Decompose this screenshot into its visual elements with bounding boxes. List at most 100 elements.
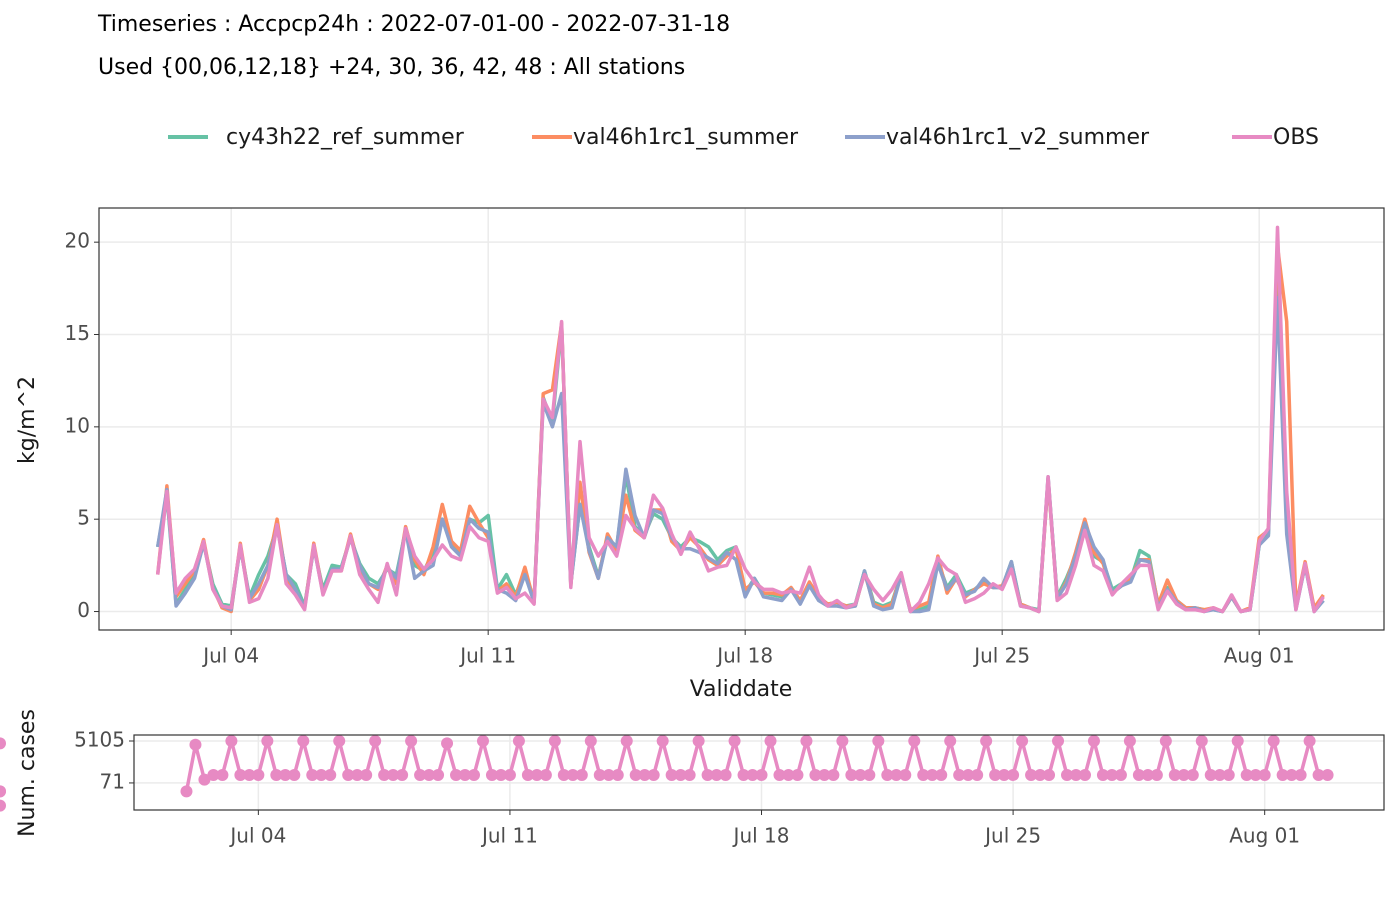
x-axis-title: Validdate [690,677,793,702]
point [1069,768,1082,781]
y-tick-label: 15 [65,321,90,345]
point [441,737,454,750]
point [827,768,840,781]
point [917,768,930,781]
point [998,768,1011,781]
point [297,734,310,747]
point [647,768,660,781]
point [674,768,687,781]
point [962,768,975,781]
point [629,768,642,781]
point [189,738,202,751]
point [692,734,705,747]
point [584,734,597,747]
point [620,734,633,747]
point [1258,768,1271,781]
point [360,768,373,781]
point [566,768,579,781]
point [836,734,849,747]
point [432,768,445,781]
point [1276,768,1289,781]
x-tick-label: Jul 25 [972,644,1030,668]
point [1195,734,1208,747]
point [980,734,993,747]
point [1114,768,1127,781]
point [728,734,741,747]
point [890,768,903,781]
y-tick-label: 5105 [74,727,125,751]
point [818,768,831,781]
point [854,768,867,781]
legend-label: val46h1rc1_summer [573,125,799,150]
point [881,768,894,781]
point [710,768,723,781]
legend-label: val46h1rc1_v2_summer [886,125,1150,150]
point [800,734,813,747]
point [485,768,498,781]
legend-label: cy43h22_ref_summer [226,125,465,150]
point [593,768,606,781]
point [476,734,489,747]
point [414,768,427,781]
point [872,734,885,747]
x-tick-label: Aug 01 [1229,824,1300,848]
chart-subtitle: Used {00,06,12,18} +24, 30, 36, 42, 48 :… [98,55,685,80]
point [207,768,220,781]
point [737,768,750,781]
point [270,768,283,781]
y-axis-title: kg/m^2 [15,376,40,464]
point [521,768,534,781]
point [1213,768,1226,781]
y-tick-label: 20 [65,229,90,253]
point [1043,768,1056,781]
point [773,768,786,781]
point [845,768,858,781]
point [935,768,948,781]
point [1132,768,1145,781]
chart-title: Timeseries : Accpcp24h : 2022-07-01-00 -… [97,12,730,37]
point [530,768,543,781]
point [908,734,921,747]
series-line [155,225,1325,614]
point [809,768,822,781]
point [944,734,957,747]
point [1150,768,1163,781]
point [638,768,651,781]
point [1123,734,1136,747]
point [1034,768,1047,781]
point [557,768,570,781]
point [198,773,211,786]
point [225,734,238,747]
point [1312,768,1325,781]
point [1204,768,1217,781]
point [1078,768,1091,781]
plot-border [133,734,1385,811]
point [1159,734,1172,747]
point [755,768,768,781]
point [602,768,615,781]
point [306,768,319,781]
point [1025,768,1038,781]
point [279,768,292,781]
point [351,768,364,781]
point [665,768,678,781]
point [467,768,480,781]
point [863,768,876,781]
y-tick-label: 71 [100,769,125,793]
point [899,768,912,781]
point [180,785,193,798]
legend-label: OBS [1273,125,1319,150]
point [503,768,516,781]
point [1222,768,1235,781]
x-tick-label: Aug 01 [1224,644,1295,668]
point [1177,768,1190,781]
y-tick-label: 5 [77,506,90,530]
x-tick-label: Jul 11 [480,824,538,848]
point [539,768,552,781]
point [926,768,939,781]
point [378,768,391,781]
x-tick-label: Jul 18 [715,644,773,668]
point [1052,734,1065,747]
point [1321,768,1334,781]
x-tick-label: Jul 11 [458,644,516,668]
